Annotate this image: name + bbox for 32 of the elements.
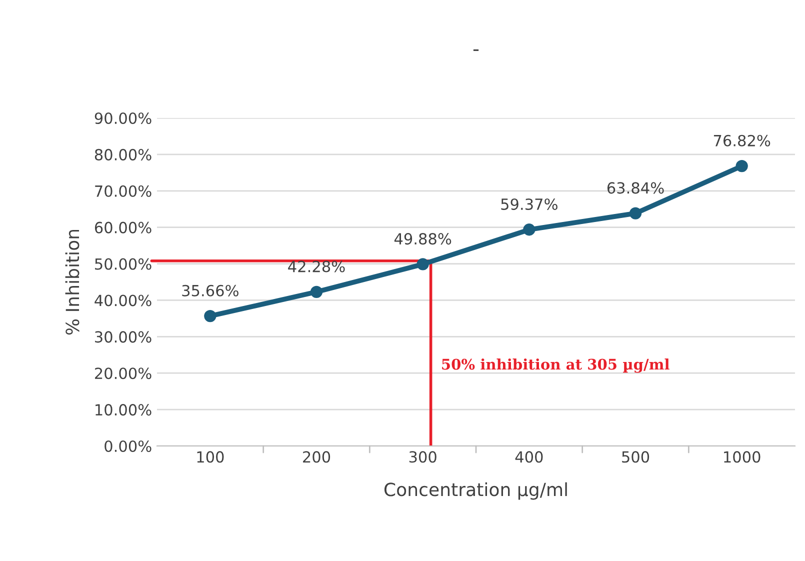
y-tick-label: 50.00% bbox=[95, 258, 152, 270]
x-tick-label: 300 bbox=[409, 451, 436, 463]
annotation: 50% inhibition at 305 µg/ml bbox=[442, 358, 670, 373]
data-label: 59.37% bbox=[501, 198, 558, 210]
data-label: 35.66% bbox=[182, 284, 238, 296]
y-tick-label: 20.00% bbox=[95, 368, 152, 380]
y-axis-title: % Inhibition bbox=[65, 230, 80, 335]
data-label: 63.84% bbox=[607, 182, 664, 194]
data-label: 42.28% bbox=[288, 260, 345, 272]
point bbox=[416, 258, 429, 270]
point bbox=[523, 224, 536, 236]
point bbox=[204, 310, 216, 322]
y-tick-label: 90.00% bbox=[94, 112, 152, 124]
data-label: 49.88% bbox=[394, 233, 452, 245]
x-tick-label: 1000 bbox=[724, 451, 760, 463]
y-tick-label: 70.00% bbox=[95, 185, 152, 197]
point bbox=[629, 207, 642, 220]
x-axis-title: Concentration µg/ml bbox=[384, 482, 567, 500]
point bbox=[736, 160, 748, 172]
point bbox=[310, 286, 323, 298]
y-tick-label: 30.00% bbox=[95, 331, 152, 343]
y-tick-label: 0.00% bbox=[104, 440, 152, 452]
x-tick-label: 100 bbox=[197, 451, 224, 463]
x-tick-label: 500 bbox=[622, 451, 650, 463]
y-tick-label: 60.00% bbox=[94, 222, 152, 234]
y-tick-label: 10.00% bbox=[96, 404, 152, 416]
data-label: 76.82% bbox=[714, 134, 770, 146]
y-tick-label: 40.00% bbox=[94, 294, 152, 306]
y-tick-label: 80.00% bbox=[94, 148, 152, 160]
x-tick-label: 400 bbox=[515, 451, 543, 463]
x-tick-label: 200 bbox=[303, 451, 330, 463]
chart-title: - bbox=[473, 49, 479, 51]
